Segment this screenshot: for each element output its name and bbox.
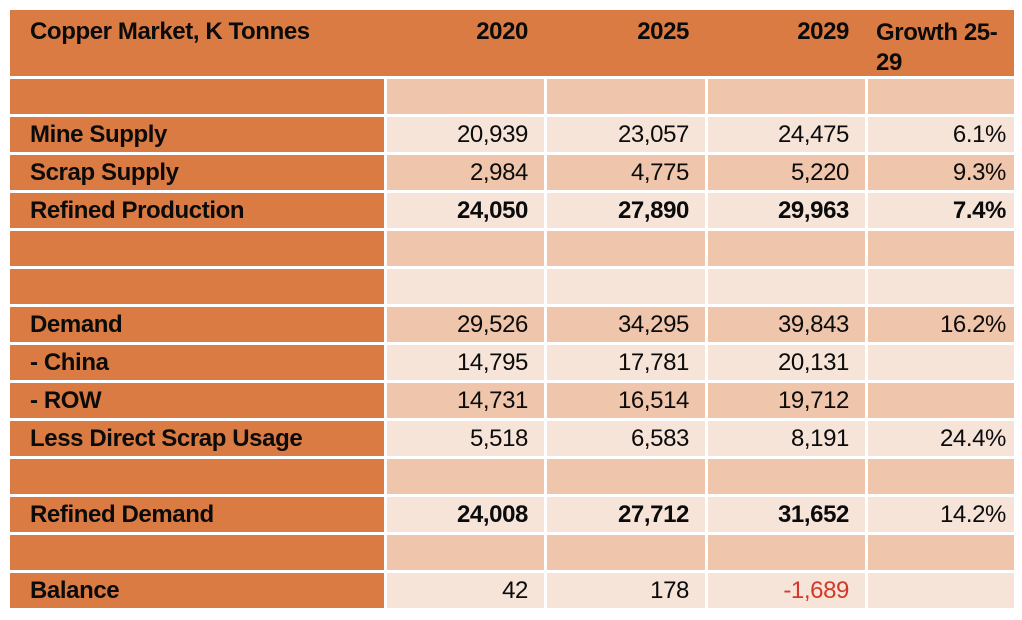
cell-2020: 42 — [387, 573, 544, 608]
table-row — [10, 269, 1014, 304]
cell-2020 — [387, 535, 544, 570]
table-row: Refined Production 24,050 27,890 29,963 … — [10, 193, 1014, 228]
cell-2025 — [547, 231, 705, 266]
cell-2029 — [708, 231, 865, 266]
row-label: - China — [10, 345, 384, 380]
cell-growth: 7.4% — [868, 193, 1014, 228]
row-label: Less Direct Scrap Usage — [10, 421, 384, 456]
cell-2029: 39,843 — [708, 307, 865, 342]
cell-2020: 5,518 — [387, 421, 544, 456]
cell-2029: -1,689 — [708, 573, 865, 608]
column-header-2029: 2029 — [708, 10, 865, 76]
cell-2025: 23,057 — [547, 117, 705, 152]
cell-2020 — [387, 231, 544, 266]
cell-2029 — [708, 459, 865, 494]
table-row: Demand 29,526 34,295 39,843 16.2% — [10, 307, 1014, 342]
table-row: Scrap Supply 2,984 4,775 5,220 9.3% — [10, 155, 1014, 190]
cell-2020: 14,795 — [387, 345, 544, 380]
cell-2029 — [708, 79, 865, 114]
cell-growth: 16.2% — [868, 307, 1014, 342]
row-label — [10, 459, 384, 494]
table-row: - ROW 14,731 16,514 19,712 — [10, 383, 1014, 418]
cell-2025 — [547, 459, 705, 494]
cell-2029: 29,963 — [708, 193, 865, 228]
table-row — [10, 79, 1014, 114]
cell-2020 — [387, 79, 544, 114]
table-row: Refined Demand 24,008 27,712 31,652 14.2… — [10, 497, 1014, 532]
table-row: Balance 42 178 -1,689 — [10, 573, 1014, 608]
cell-growth: 14.2% — [868, 497, 1014, 532]
cell-2020: 2,984 — [387, 155, 544, 190]
row-label: Scrap Supply — [10, 155, 384, 190]
table-row: Mine Supply 20,939 23,057 24,475 6.1% — [10, 117, 1014, 152]
cell-2020 — [387, 459, 544, 494]
row-label — [10, 231, 384, 266]
cell-2029: 5,220 — [708, 155, 865, 190]
cell-2025: 27,712 — [547, 497, 705, 532]
row-label — [10, 79, 384, 114]
cell-2029: 24,475 — [708, 117, 865, 152]
row-label — [10, 269, 384, 304]
cell-2020: 24,050 — [387, 193, 544, 228]
cell-growth — [868, 573, 1014, 608]
cell-growth: 9.3% — [868, 155, 1014, 190]
copper-market-table: Copper Market, K Tonnes 2020 2025 2029 G… — [10, 10, 1014, 608]
cell-growth — [868, 535, 1014, 570]
cell-growth — [868, 231, 1014, 266]
table-row: - China 14,795 17,781 20,131 — [10, 345, 1014, 380]
cell-2029: 31,652 — [708, 497, 865, 532]
row-label: Balance — [10, 573, 384, 608]
cell-2025: 4,775 — [547, 155, 705, 190]
cell-growth: 24.4% — [868, 421, 1014, 456]
cell-2025: 34,295 — [547, 307, 705, 342]
row-label: Refined Production — [10, 193, 384, 228]
table-header-row: Copper Market, K Tonnes 2020 2025 2029 G… — [10, 10, 1014, 76]
cell-2025: 6,583 — [547, 421, 705, 456]
cell-2025 — [547, 535, 705, 570]
cell-2025: 178 — [547, 573, 705, 608]
cell-2029: 20,131 — [708, 345, 865, 380]
cell-2025 — [547, 269, 705, 304]
cell-growth: 6.1% — [868, 117, 1014, 152]
cell-2020: 24,008 — [387, 497, 544, 532]
row-label: Demand — [10, 307, 384, 342]
column-header-growth: Growth 25-29 — [868, 10, 1014, 76]
cell-2020 — [387, 269, 544, 304]
cell-2025: 17,781 — [547, 345, 705, 380]
cell-2020: 20,939 — [387, 117, 544, 152]
cell-growth — [868, 79, 1014, 114]
row-label: Refined Demand — [10, 497, 384, 532]
cell-2020: 29,526 — [387, 307, 544, 342]
cell-growth — [868, 383, 1014, 418]
cell-growth — [868, 459, 1014, 494]
table-row: Less Direct Scrap Usage 5,518 6,583 8,19… — [10, 421, 1014, 456]
cell-2025: 16,514 — [547, 383, 705, 418]
column-header-2020: 2020 — [387, 10, 544, 76]
cell-2029: 19,712 — [708, 383, 865, 418]
cell-growth — [868, 269, 1014, 304]
column-header-2025: 2025 — [547, 10, 705, 76]
table-row — [10, 535, 1014, 570]
cell-2025: 27,890 — [547, 193, 705, 228]
cell-2029: 8,191 — [708, 421, 865, 456]
cell-2020: 14,731 — [387, 383, 544, 418]
table-row — [10, 459, 1014, 494]
row-label: - ROW — [10, 383, 384, 418]
row-label: Mine Supply — [10, 117, 384, 152]
table-row — [10, 231, 1014, 266]
row-label — [10, 535, 384, 570]
cell-2025 — [547, 79, 705, 114]
cell-growth — [868, 345, 1014, 380]
table-title: Copper Market, K Tonnes — [10, 10, 384, 76]
cell-2029 — [708, 535, 865, 570]
cell-2029 — [708, 269, 865, 304]
